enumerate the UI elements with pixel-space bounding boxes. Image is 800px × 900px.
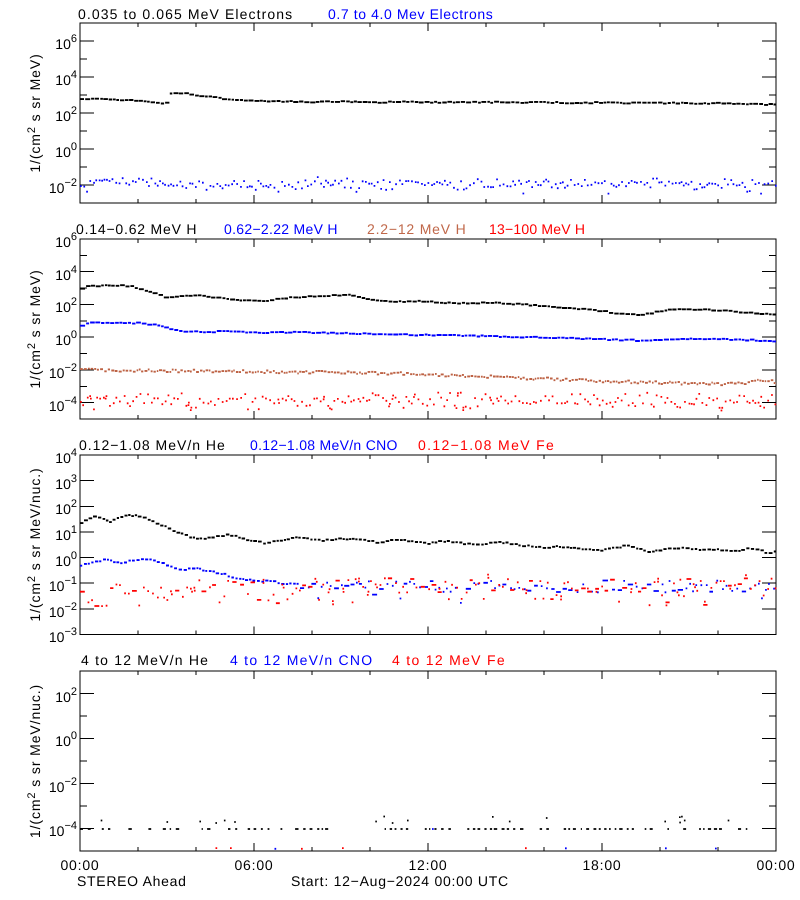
svg-text:13−100 MeV H: 13−100 MeV H xyxy=(489,221,585,237)
svg-text:4 to 12 MeV Fe: 4 to 12 MeV Fe xyxy=(392,652,506,668)
svg-text:06:00: 06:00 xyxy=(234,857,273,873)
svg-text:2.2−12 MeV H: 2.2−12 MeV H xyxy=(367,221,467,237)
svg-text:0.12−1.08 MeV Fe: 0.12−1.08 MeV Fe xyxy=(418,437,555,453)
svg-text:4 to 12 MeV/n CNO: 4 to 12 MeV/n CNO xyxy=(230,652,373,668)
svg-text:0.12−1.08 MeV/n CNO: 0.12−1.08 MeV/n CNO xyxy=(250,437,398,453)
svg-text:00:00: 00:00 xyxy=(60,857,99,873)
svg-text:12:00: 12:00 xyxy=(408,857,447,873)
svg-text:1/(cm2 s sr MeV): 1/(cm2 s sr MeV) xyxy=(26,269,43,388)
svg-text:18:00: 18:00 xyxy=(582,857,621,873)
svg-text:1/(cm2 s sr MeV/nuc.): 1/(cm2 s sr MeV/nuc.) xyxy=(26,684,43,838)
svg-text:0.035 to 0.065 MeV Electrons: 0.035 to 0.065 MeV Electrons xyxy=(78,6,293,22)
svg-text:STEREO Ahead: STEREO Ahead xyxy=(77,873,187,889)
svg-text:4 to 12 MeV/n He: 4 to 12 MeV/n He xyxy=(81,652,209,668)
svg-text:Start: 12−Aug−2024 00:00 UTC: Start: 12−Aug−2024 00:00 UTC xyxy=(291,873,509,889)
svg-text:1/(cm2 s sr MeV/nuc.): 1/(cm2 s sr MeV/nuc.) xyxy=(26,467,43,621)
svg-text:1/(cm2 s sr MeV): 1/(cm2 s sr MeV) xyxy=(26,53,43,172)
svg-text:0.7 to 4.0 Mev Electrons: 0.7 to 4.0 Mev Electrons xyxy=(328,6,493,22)
svg-text:0.62−2.22 MeV H: 0.62−2.22 MeV H xyxy=(224,221,338,237)
svg-text:00:00: 00:00 xyxy=(756,857,795,873)
svg-text:0.14−0.62 MeV H: 0.14−0.62 MeV H xyxy=(76,221,197,237)
svg-text:0.12−1.08 MeV/n He: 0.12−1.08 MeV/n He xyxy=(79,437,226,453)
